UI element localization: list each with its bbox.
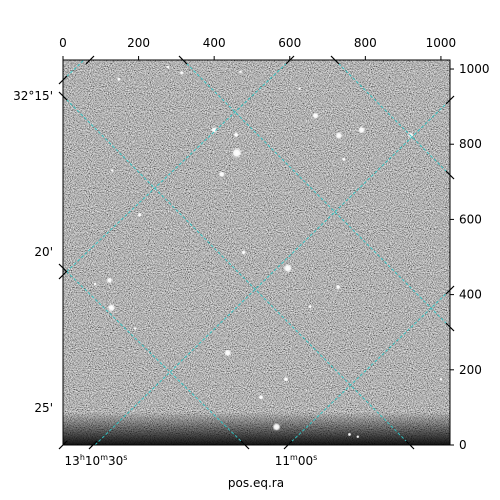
grid-line-3 (334, 60, 450, 176)
star-sources (93, 65, 443, 439)
grid-tick-6 (445, 285, 455, 295)
dec-tick-label: 25' (34, 401, 53, 415)
star-27 (272, 422, 281, 432)
star-14 (110, 168, 114, 173)
star-12 (218, 171, 225, 178)
star-26 (258, 394, 264, 400)
grid-tick-15 (178, 55, 188, 65)
star-16 (241, 250, 246, 255)
plot-frame (62, 59, 451, 446)
star-28 (347, 432, 352, 437)
x-axis-label: pos.eq.ra (228, 476, 284, 490)
grid-tick-10 (283, 440, 293, 450)
grid-tick-11 (405, 440, 415, 450)
star-30 (439, 377, 443, 381)
right-tick-label: 800 (459, 137, 482, 151)
right-tick-label: 600 (459, 212, 482, 226)
grid-tick-7 (445, 170, 455, 180)
star-3 (239, 70, 243, 74)
grid-tick-1 (58, 263, 68, 273)
grid-tick-14 (285, 55, 295, 65)
pixel-y-axis-right: 0 200 400 600 800 1000 (450, 62, 490, 452)
coordinate-grid (63, 60, 450, 445)
right-tick-label: 200 (459, 363, 482, 377)
star-8 (211, 126, 218, 134)
top-tick-label: 800 (354, 36, 377, 50)
dec-tick-label: 32°15' (13, 89, 53, 103)
grid-tick-4 (58, 440, 68, 450)
star-1 (179, 70, 184, 75)
grid-tick-2 (58, 75, 68, 85)
pixel-x-axis-top: 0 200 400 600 800 1000 (59, 36, 456, 60)
image-noise (63, 60, 450, 445)
star-17 (283, 263, 293, 273)
star-24 (224, 349, 232, 357)
grid-tick-3 (58, 270, 68, 280)
right-tick-label: 1000 (459, 62, 490, 76)
top-tick-label: 400 (203, 36, 226, 50)
grid-line-1 (63, 267, 246, 445)
image-plot-area (63, 60, 450, 445)
top-tick-label: 0 (59, 36, 67, 50)
star-6 (335, 131, 343, 140)
star-21 (308, 304, 313, 309)
grid-tick-16 (330, 55, 340, 65)
ra-axis-bottom: 13h10m30s 11m00s (65, 453, 318, 468)
grid-tick-13 (85, 55, 95, 65)
star-29 (356, 435, 360, 439)
image-bottom-edge (63, 412, 450, 445)
right-tick-label: 0 (459, 438, 467, 452)
grid-line-5 (63, 60, 291, 276)
grid-tick-5 (445, 95, 455, 105)
top-tick-label: 1000 (426, 36, 457, 50)
star-11 (231, 147, 243, 159)
star-15 (137, 212, 143, 218)
grid-tick-9 (88, 440, 98, 450)
star-2 (166, 65, 170, 69)
dec-tick-label: 20' (34, 245, 53, 259)
star-4 (298, 87, 302, 91)
ra-tick-label: 13h10m30s (65, 453, 128, 468)
star-9 (233, 132, 239, 138)
star-5 (312, 112, 319, 120)
grid-line-7 (287, 289, 450, 445)
star-22 (107, 303, 116, 312)
star-13 (341, 157, 346, 162)
star-20 (335, 284, 341, 290)
star-7 (357, 126, 366, 134)
star-0 (116, 77, 121, 82)
star-25 (283, 376, 289, 382)
grid-tick-8 (445, 322, 455, 332)
dec-axis-left: 32°15' 20' 25' (13, 55, 455, 450)
top-tick-label: 600 (278, 36, 301, 50)
right-tick-label: 400 (459, 288, 482, 302)
grid-tick-0 (58, 91, 68, 101)
grid-line-6 (94, 99, 450, 445)
top-tick-label: 200 (127, 36, 150, 50)
grid-tick-12 (240, 440, 250, 450)
star-18 (106, 277, 113, 284)
ra-tick-label: 11m00s (275, 453, 318, 468)
grid-line-0 (63, 95, 411, 445)
star-23 (133, 326, 137, 331)
grid-line-2 (182, 60, 450, 328)
star-19 (93, 282, 97, 286)
